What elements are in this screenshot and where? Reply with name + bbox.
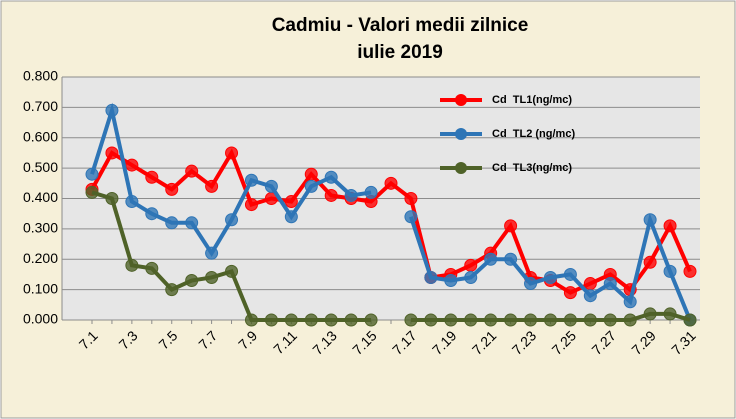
series-marker	[244, 173, 258, 187]
y-tick-label: 0.200	[23, 250, 58, 266]
series-marker	[165, 182, 179, 196]
y-tick-label: 0.000	[23, 311, 58, 327]
series-marker	[125, 195, 139, 209]
y-tick-label: 0.600	[23, 128, 58, 144]
series-marker	[663, 264, 677, 278]
legend-label: Cd TL1(ng/mc)	[492, 94, 572, 106]
series-marker	[484, 252, 498, 266]
series-marker	[284, 313, 298, 327]
series-marker	[284, 210, 298, 224]
series-marker	[324, 170, 338, 184]
series-marker	[623, 313, 637, 327]
series-marker	[244, 313, 258, 327]
chart-title: Cadmiu - Valori medii zilnice	[272, 15, 529, 36]
series-marker	[464, 270, 478, 284]
series-marker	[145, 207, 159, 221]
series-marker	[225, 146, 239, 160]
series-marker	[364, 185, 378, 199]
series-marker	[244, 198, 258, 212]
legend-marker	[455, 162, 467, 174]
series-marker	[464, 313, 478, 327]
series-marker	[563, 313, 577, 327]
series-marker	[165, 216, 179, 230]
series-marker	[484, 313, 498, 327]
series-marker	[683, 313, 697, 327]
y-tick-label: 0.300	[23, 220, 58, 236]
series-marker	[304, 313, 318, 327]
series-marker	[504, 219, 518, 233]
series-marker	[643, 307, 657, 321]
series-marker	[524, 277, 538, 291]
series-marker	[384, 176, 398, 190]
series-marker	[105, 192, 119, 205]
series-marker	[623, 295, 637, 309]
series-marker	[304, 167, 318, 181]
series-marker	[603, 313, 617, 327]
series-marker	[643, 213, 657, 227]
series-marker	[504, 252, 518, 266]
series-marker	[404, 210, 418, 224]
series-marker	[225, 213, 239, 227]
series-marker	[583, 313, 597, 327]
series-marker	[324, 313, 338, 327]
series-marker	[205, 246, 219, 260]
series-marker	[404, 313, 418, 327]
series-marker	[683, 264, 697, 278]
legend-marker	[455, 128, 467, 140]
y-tick-label: 0.700	[23, 98, 58, 114]
legend-marker	[455, 94, 467, 106]
legend-label: Cd TL2 (ng/mc)	[492, 128, 575, 140]
series-marker	[424, 270, 438, 284]
series-marker	[304, 179, 318, 193]
series-marker	[643, 255, 657, 269]
series-marker	[125, 258, 139, 272]
y-tick-label: 0.400	[23, 189, 58, 205]
series-marker	[145, 170, 159, 184]
series-marker	[524, 313, 538, 327]
series-marker	[404, 192, 418, 205]
series-marker	[85, 167, 99, 181]
series-marker	[583, 289, 597, 303]
series-marker	[344, 313, 358, 327]
series-marker	[225, 264, 239, 278]
series-marker	[145, 261, 159, 275]
series-marker	[603, 277, 617, 291]
series-marker	[105, 103, 119, 117]
series-marker	[543, 313, 557, 327]
series-marker	[444, 313, 458, 327]
series-marker	[205, 270, 219, 284]
series-marker	[563, 286, 577, 300]
series-marker	[205, 179, 219, 193]
series-marker	[424, 313, 438, 327]
series-marker	[344, 188, 358, 202]
series-marker	[464, 258, 478, 272]
y-tick-label: 0.500	[23, 159, 58, 175]
series-marker	[504, 313, 518, 327]
series-marker	[563, 267, 577, 281]
series-marker	[165, 283, 179, 297]
chart-subtitle: iulie 2019	[357, 42, 443, 63]
legend-label: Cd TL3(ng/mc)	[492, 162, 572, 174]
series-marker	[583, 277, 597, 291]
series-marker	[185, 164, 199, 178]
y-tick-label: 0.100	[23, 280, 58, 296]
series-marker	[185, 216, 199, 230]
series-marker	[284, 195, 298, 209]
series-marker	[663, 307, 677, 321]
series-marker	[663, 219, 677, 233]
series-marker	[444, 274, 458, 288]
series-marker	[264, 179, 278, 193]
series-marker	[125, 158, 139, 172]
y-tick-label: 0.800	[23, 68, 58, 84]
series-marker	[185, 274, 199, 288]
series-marker	[543, 270, 557, 284]
series-marker	[264, 313, 278, 327]
series-marker	[105, 146, 119, 160]
series-marker	[364, 313, 378, 327]
series-marker	[85, 185, 99, 199]
series-marker	[324, 188, 338, 202]
